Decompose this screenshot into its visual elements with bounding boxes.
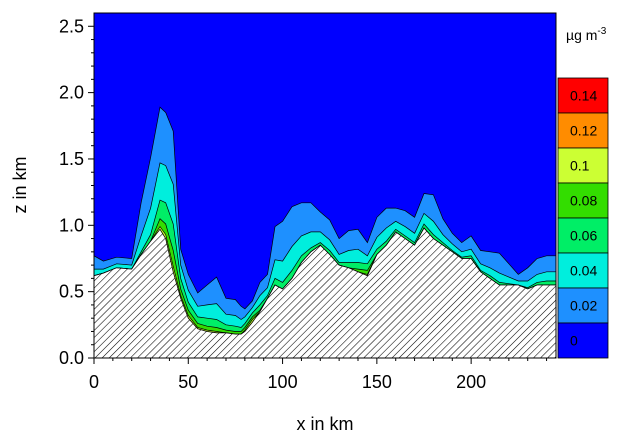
y-tick-label: 0.5 xyxy=(59,282,84,302)
x-axis-title: x in km xyxy=(296,414,353,434)
x-tick-label: 50 xyxy=(178,372,198,392)
x-tick-label: 200 xyxy=(456,372,486,392)
x-tick-label: 0 xyxy=(89,372,99,392)
colorbar-swatch xyxy=(557,287,609,324)
colorbar-label: 0 xyxy=(570,333,578,349)
colorbar-label: 0.14 xyxy=(570,88,597,104)
y-axis-title: z in km xyxy=(10,156,30,213)
y-tick-label: 2.0 xyxy=(59,83,84,103)
x-tick-label: 150 xyxy=(362,372,392,392)
x-tick-label: 100 xyxy=(268,372,298,392)
colorbar-swatch xyxy=(557,252,609,289)
y-tick-label: 1.0 xyxy=(59,215,84,235)
y-axis-ticks: 0.0 0.5 1.0 1.5 2.0 2.5 xyxy=(59,16,94,368)
colorbar-swatch xyxy=(557,112,609,149)
colorbar-unit: µg m-3 xyxy=(566,26,607,43)
y-tick-label: 1.5 xyxy=(59,149,84,169)
y-tick-label: 2.5 xyxy=(59,16,84,36)
colorbar-label: 0.1 xyxy=(570,158,590,174)
colorbar-label: 0.08 xyxy=(570,193,597,209)
y-tick-label: 0.0 xyxy=(59,348,84,368)
colorbar-label: 0.02 xyxy=(570,298,597,314)
colorbar-label: 0.12 xyxy=(570,123,597,139)
colorbar-swatch xyxy=(557,77,609,114)
colorbar-swatch xyxy=(557,322,609,359)
colorbar-swatch xyxy=(557,217,609,254)
colorbar-legend: 0.14 0.12 0.1 0.08 0.06 0.04 0.02 0 xyxy=(557,77,609,359)
colorbar-label: 0.04 xyxy=(570,263,597,279)
x-axis-ticks: 0 50 100 150 200 xyxy=(89,358,548,392)
terrain-hatched xyxy=(94,227,556,358)
colorbar-label: 0.06 xyxy=(570,228,597,244)
colorbar-swatch xyxy=(557,147,609,184)
